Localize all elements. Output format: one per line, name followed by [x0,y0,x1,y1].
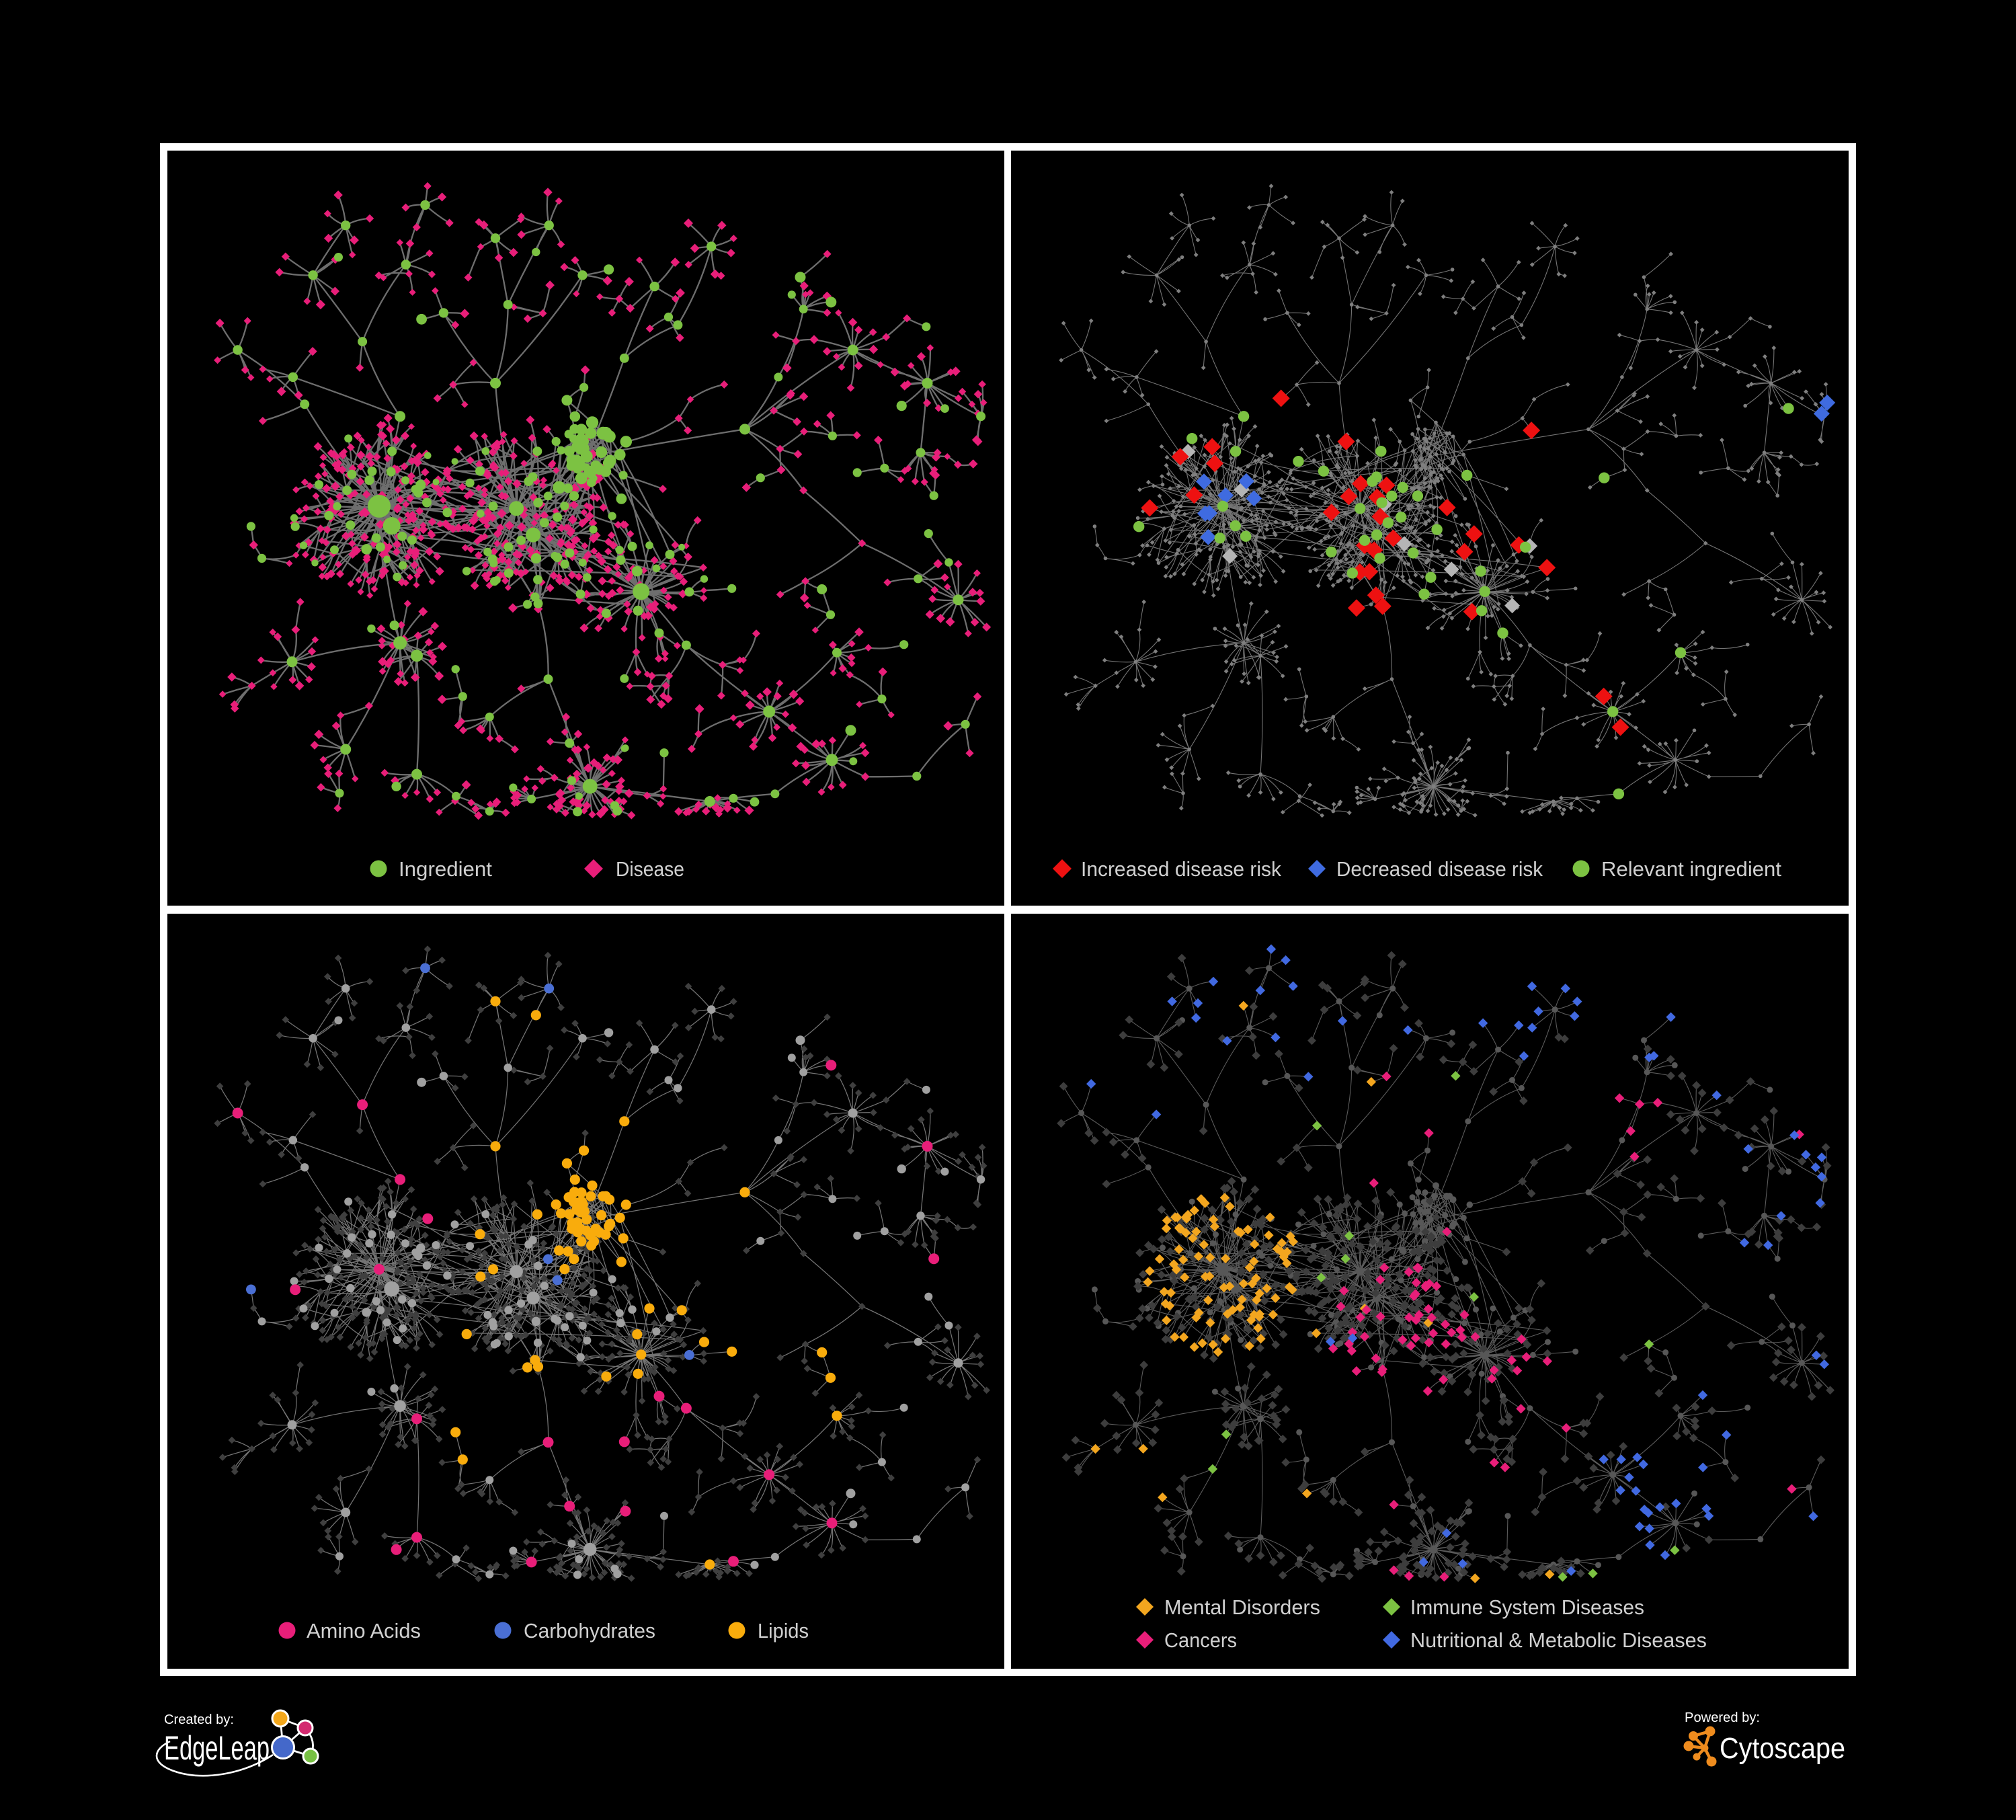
svg-text:Disease: Disease [616,857,684,881]
svg-text:Immune System Diseases: Immune System Diseases [1410,1595,1644,1619]
svg-text:Cytoscape: Cytoscape [1720,1732,1845,1765]
svg-text:Decreased disease risk: Decreased disease risk [1336,857,1543,881]
svg-text:Cancers: Cancers [1164,1628,1237,1652]
svg-text:Powered by:: Powered by: [1685,1710,1760,1725]
svg-text:Increased disease risk: Increased disease risk [1081,857,1281,881]
svg-text:Relevant ingredient: Relevant ingredient [1601,857,1781,881]
svg-text:Ingredient: Ingredient [399,857,492,881]
svg-text:Nutritional & Metabolic Diseas: Nutritional & Metabolic Diseases [1410,1628,1707,1652]
svg-text:Mental Disorders: Mental Disorders [1164,1595,1320,1619]
svg-text:EdgeLeap: EdgeLeap [164,1729,270,1767]
svg-text:Amino Acids: Amino Acids [307,1619,421,1643]
svg-text:Lipids: Lipids [758,1619,809,1643]
svg-text:Carbohydrates: Carbohydrates [524,1619,655,1643]
svg-text:Created by:: Created by: [164,1712,234,1727]
